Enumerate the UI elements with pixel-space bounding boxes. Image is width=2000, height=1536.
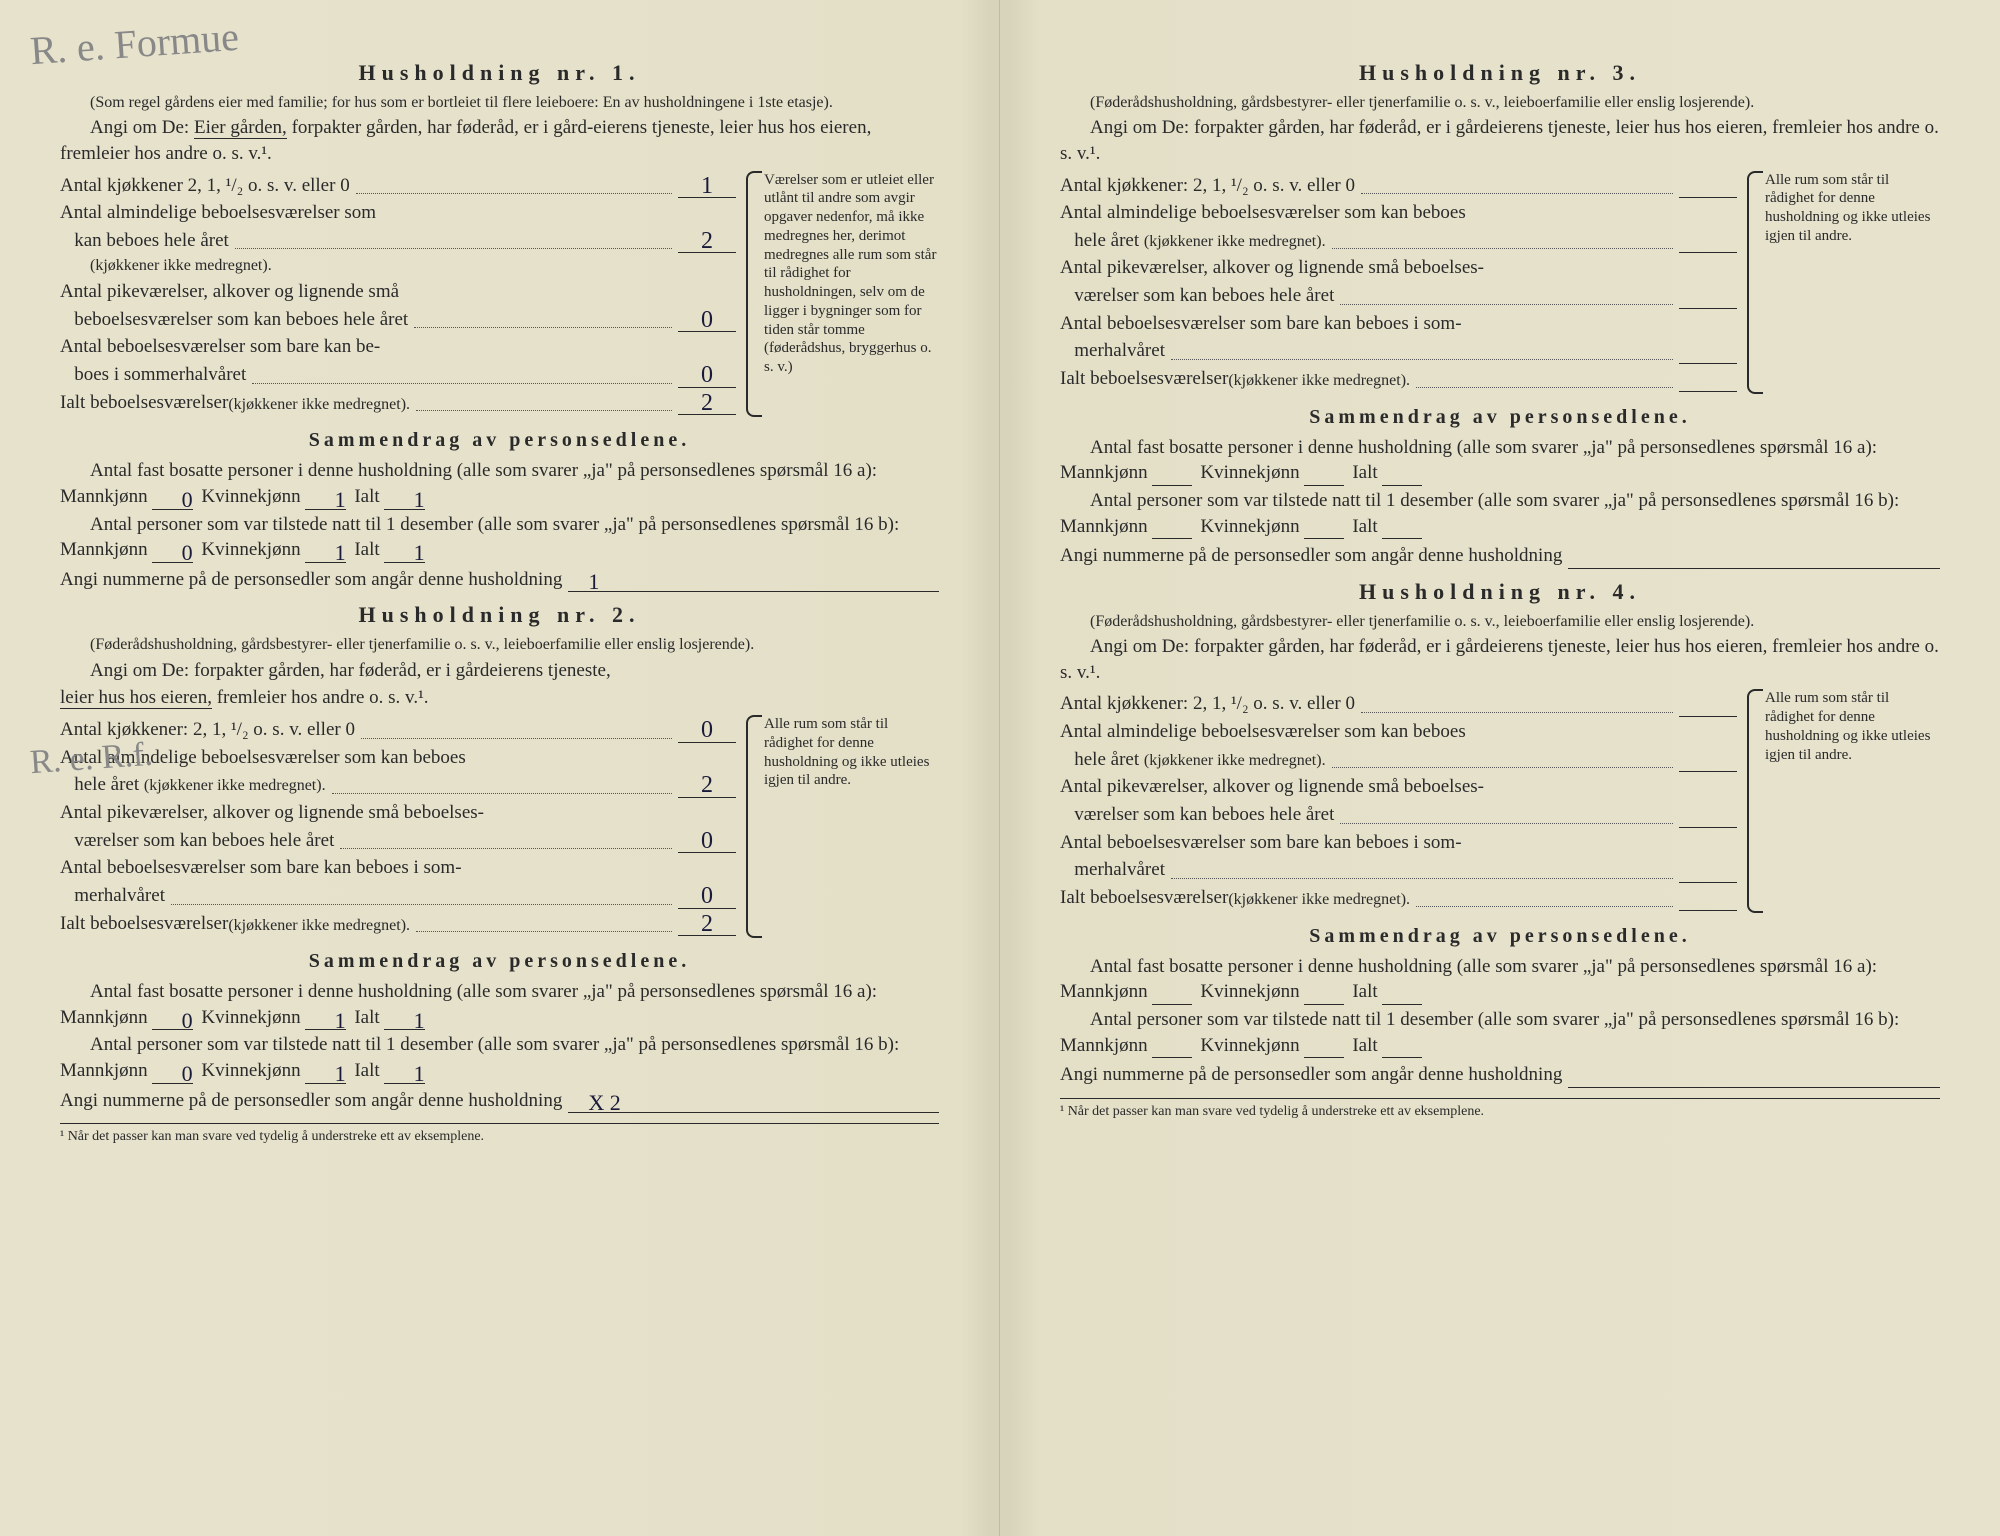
h3-s16b-text: Antal personer som var tilstede natt til… — [1060, 488, 1940, 539]
h2-s16b-text: Antal personer som var tilstede natt til… — [60, 1032, 939, 1083]
h3-summary-title: Sammendrag av personsedlene. — [1060, 404, 1940, 431]
h1-s16a-text: Antal fast bosatte personer i denne hush… — [60, 458, 939, 509]
h4-rooms-block: Antal kjøkkener: 2, 1, ¹/₂ o. s. v. elle… — [1060, 689, 1940, 912]
h4-s16b-text: Antal personer som var tilstede natt til… — [1060, 1007, 1940, 1058]
h3-side-note: Alle rum som står til rådighet for denne… — [1765, 172, 1930, 244]
h3-rooms-block: Antal kjøkkener: 2, 1, ¹/₂ o. s. v. elle… — [1060, 171, 1940, 394]
h4-side-note: Alle rum som står til rådighet for denne… — [1765, 690, 1930, 762]
h1-subtitle: (Som regel gårdens eier med familie; for… — [60, 92, 939, 114]
h4-s16a-text: Antal fast bosatte personer i denne hush… — [1060, 954, 1940, 1005]
h1-angi: Angi om De: Eier gården, forpakter gårde… — [60, 115, 939, 166]
h2-angi-num: Angi nummerne på de personsedler som ang… — [60, 1088, 939, 1114]
h2-kjokkener-val: 0 — [678, 720, 736, 743]
h4-sommer-val — [1679, 882, 1737, 883]
h2-pike-val: 0 — [678, 831, 736, 854]
h2-s16a-text: Antal fast bosatte personer i denne hush… — [60, 979, 939, 1030]
h2-rooms-block: Antal kjøkkener: 2, 1, ¹/₂ o. s. v. elle… — [60, 715, 939, 938]
h4-summary-title: Sammendrag av personsedlene. — [1060, 923, 1940, 950]
h3-subtitle: (Føderådshusholdning, gårdsbestyrer- ell… — [1060, 92, 1940, 114]
h1-s16b-text: Antal personer som var tilstede natt til… — [60, 512, 939, 563]
h2-subtitle: (Føderådshusholdning, gårdsbestyrer- ell… — [60, 634, 939, 656]
h3-pike-val — [1679, 308, 1737, 309]
h3-alm-val — [1679, 252, 1737, 253]
h1-rooms-block: Antal kjøkkener 2, 1, ¹/₂ o. s. v. eller… — [60, 171, 939, 418]
h4-ialt-val — [1679, 910, 1737, 911]
h3-title: Husholdning nr. 3. — [1060, 58, 1940, 88]
h2-angi: Angi om De: forpakter gården, har føderå… — [60, 658, 939, 684]
h1-alm-val: 2 — [678, 231, 736, 254]
h3-kjokkener-val — [1679, 197, 1737, 198]
h4-angi: Angi om De: forpakter gården, har føderå… — [1060, 634, 1940, 685]
h1-sommer-val: 0 — [678, 365, 736, 388]
document-sheet: R. e. Formue R. e. R.f. Husholdning nr. … — [0, 0, 2000, 1536]
h2-title: Husholdning nr. 2. — [60, 600, 939, 630]
h1-pike-val: 0 — [678, 310, 736, 333]
h2-sommer-val: 0 — [678, 886, 736, 909]
h1-side-note: Værelser som er utleiet eller utlånt til… — [764, 172, 936, 376]
h4-kjokkener-val — [1679, 716, 1737, 717]
h4-alm-val — [1679, 771, 1737, 772]
h3-angi-num: Angi nummerne på de personsedler som ang… — [1060, 543, 1940, 569]
h4-title: Husholdning nr. 4. — [1060, 577, 1940, 607]
footnote-left: ¹ Når det passer kan man svare ved tydel… — [60, 1123, 939, 1147]
h3-sommer-val — [1679, 363, 1737, 364]
h3-angi: Angi om De: forpakter gården, har føderå… — [1060, 115, 1940, 166]
h1-kjokkener-val: 1 — [678, 176, 736, 199]
h1-angi-num: Angi nummerne på de personsedler som ang… — [60, 567, 939, 593]
h3-s16a-text: Antal fast bosatte personer i denne hush… — [1060, 435, 1940, 486]
page-right: Husholdning nr. 3. (Føderådshusholdning,… — [1000, 0, 2000, 1536]
h4-pike-val — [1679, 827, 1737, 828]
h4-subtitle: (Føderådshusholdning, gårdsbestyrer- ell… — [1060, 611, 1940, 633]
h2-summary-title: Sammendrag av personsedlene. — [60, 948, 939, 975]
h3-ialt-val — [1679, 391, 1737, 392]
h4-angi-num: Angi nummerne på de personsedler som ang… — [1060, 1062, 1940, 1088]
h1-ialt-val: 2 — [678, 393, 736, 416]
h2-side-note: Alle rum som står til rådighet for denne… — [764, 716, 929, 788]
h2-ialt-val: 2 — [678, 914, 736, 937]
footnote-right: ¹ Når det passer kan man svare ved tydel… — [1060, 1098, 1940, 1122]
h1-summary-title: Sammendrag av personsedlene. — [60, 427, 939, 454]
h2-alm-val: 2 — [678, 775, 736, 798]
